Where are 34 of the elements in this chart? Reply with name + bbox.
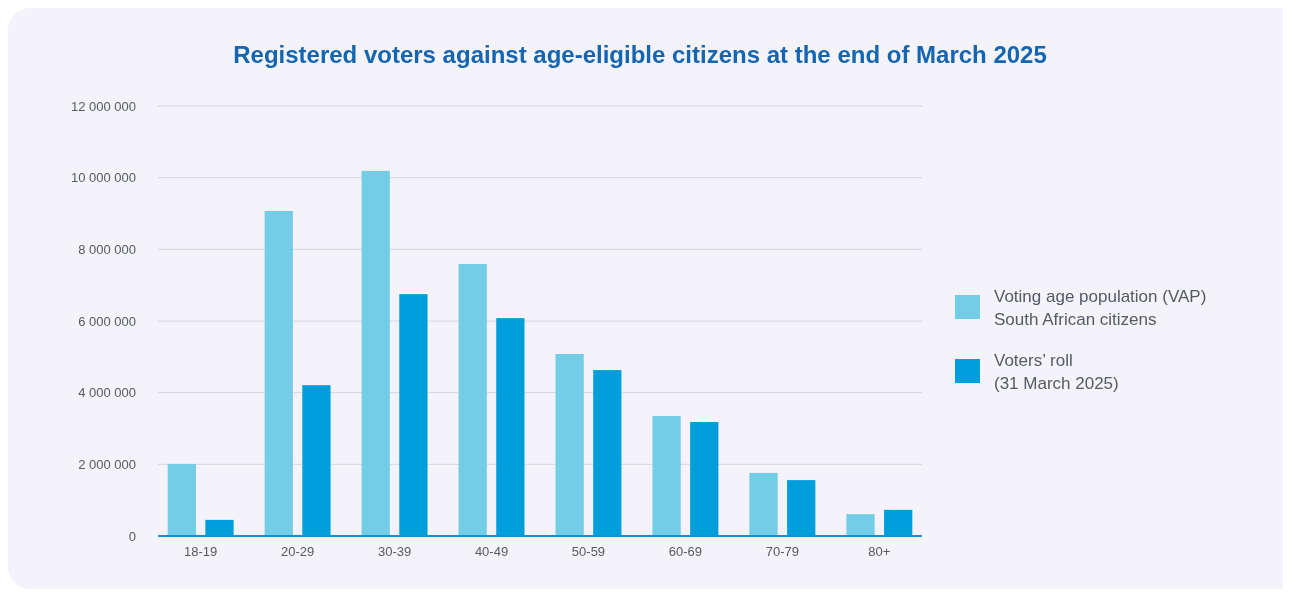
bar [593,370,622,536]
bar [302,385,331,536]
y-tick-label: 0 [128,528,136,544]
bar [555,353,584,536]
chart-title: Registered voters against age-eligible citizens at the end of March 2025 [233,41,1047,68]
x-tick-label: 40-49 [474,544,509,559]
bar [690,422,719,536]
bar [167,463,196,536]
bar [787,480,816,536]
bar [884,509,913,536]
legend-label: Voting age population (VAP) South African citizens [994,287,1207,329]
x-tick-label: 18-19 [184,544,218,559]
x-tick-label: 80+ [868,544,891,559]
bar [361,170,390,536]
bar [652,415,681,536]
x-tick-label: 20-29 [280,544,315,559]
x-tick-label: 60-69 [668,544,703,559]
y-tick-label: 2 000 000 [78,456,136,472]
x-tick-label: 50-59 [571,544,606,559]
y-tick-label: 6 000 000 [78,313,136,329]
bar [496,318,525,536]
legend-label: Voters’ roll (31 March 2025) [994,351,1119,393]
x-tick-label: 70-79 [765,544,800,559]
y-tick-label: 10 000 000 [70,170,136,186]
bar [399,294,428,536]
bar [205,519,234,536]
y-tick-label: 12 000 000 [70,98,136,114]
bar [264,210,293,536]
bar [749,472,778,536]
x-tick-label: 30-39 [377,544,412,559]
bar [846,514,875,536]
y-tick-label: 4 000 000 [78,385,136,401]
y-tick-label: 8 000 000 [78,241,136,257]
bar [458,264,487,536]
